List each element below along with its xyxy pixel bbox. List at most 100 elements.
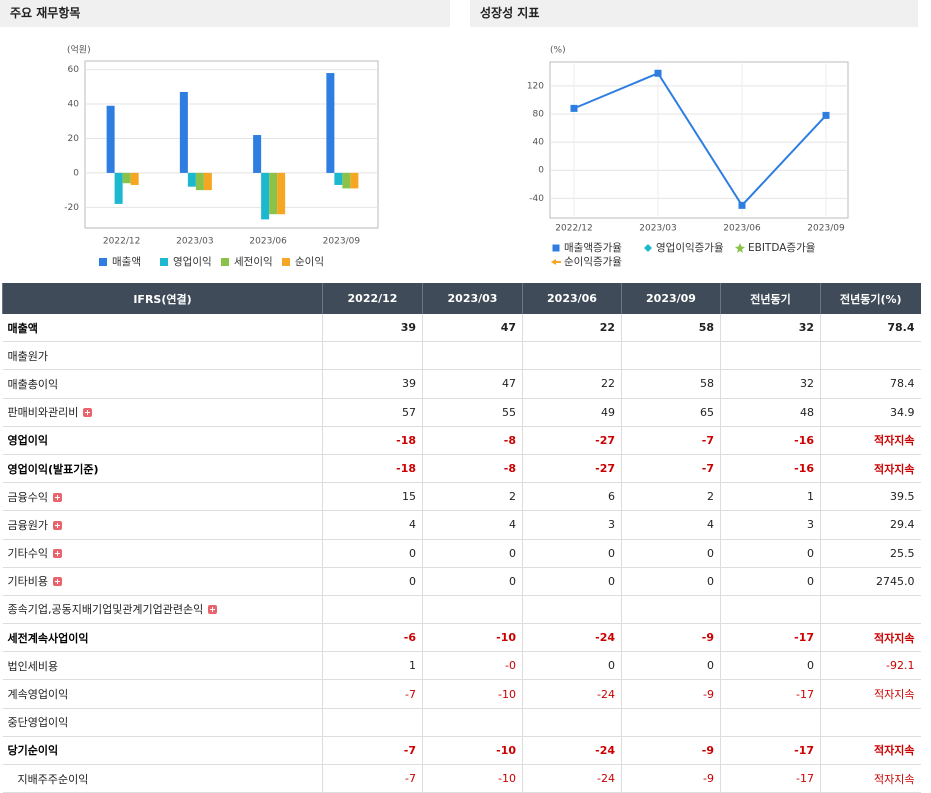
cell-value: 34.9 <box>890 405 915 419</box>
value-cell <box>720 341 821 371</box>
panel-title: 주요 재무항목 <box>0 0 450 27</box>
value-cell <box>720 595 821 625</box>
value-cell: -27 <box>522 426 622 455</box>
legend-marker <box>552 244 560 252</box>
value-cell <box>422 341 523 371</box>
bar <box>195 172 204 191</box>
table-row: 매출총이익 39 47 22 58 32 78.4 <box>2 369 921 399</box>
table-row: 세전계속사업이익 -6 -10 -24 -9 -17 적자지속 <box>2 623 921 653</box>
value-cell: -18 <box>322 426 423 455</box>
value-cell: 58 <box>621 369 721 399</box>
value-cell: 0 <box>621 539 721 568</box>
value-cell: 4 <box>422 510 523 540</box>
expand-icon[interactable] <box>52 520 62 530</box>
value-cell: 55 <box>422 398 523 427</box>
row-label-cell: 기타비용 <box>2 567 323 596</box>
value-cell <box>422 708 523 737</box>
value-cell: 15 <box>322 482 423 512</box>
value-cell <box>621 595 721 625</box>
legend-label: 순이익증가율 <box>564 256 622 268</box>
expand-icon[interactable] <box>52 492 62 502</box>
x-tick-label: 2023/06 <box>249 237 287 247</box>
value-cell: 적자지속 <box>820 454 921 484</box>
value-cell: 2 <box>621 482 721 512</box>
value-cell: -8 <box>422 426 523 455</box>
row-label: 매출원가 <box>7 349 48 363</box>
cell-value: -24 <box>597 772 615 786</box>
value-cell: 적자지속 <box>820 764 921 793</box>
row-label: 기타수익 <box>7 547 48 561</box>
bar <box>261 172 270 220</box>
cell-value: -24 <box>597 687 615 701</box>
header-cell: 2023/09 <box>621 283 721 314</box>
value-cell: 57 <box>322 398 423 427</box>
cell-value: 78.4 <box>887 321 915 335</box>
value-cell: 0 <box>621 651 721 681</box>
value-cell <box>820 341 921 371</box>
table-row: 금융수익 15 2 6 2 1 39.5 <box>2 482 921 512</box>
cell-value: 25.5 <box>890 546 915 560</box>
cell-value: 22 <box>601 377 615 391</box>
bar <box>187 172 196 187</box>
bar <box>253 135 262 173</box>
row-label: 당기순이익 <box>7 744 59 758</box>
value-cell: 48 <box>720 398 821 427</box>
header-cell: 전년동기(%) <box>820 283 921 314</box>
cell-value: 0 <box>509 574 516 588</box>
bar <box>179 91 188 173</box>
cell-value: 6 <box>608 490 615 504</box>
cell-value: 2745.0 <box>876 574 915 588</box>
cell-value: -92.1 <box>886 659 915 673</box>
bar <box>334 172 343 185</box>
cell-value: 0 <box>608 546 615 560</box>
cell-value: 29.4 <box>890 518 915 532</box>
value-cell: 적자지속 <box>820 623 921 653</box>
cell-value: 적자지속 <box>874 462 915 476</box>
expand-icon[interactable] <box>208 605 218 615</box>
x-tick-label: 2023/03 <box>176 237 213 247</box>
value-cell: -0 <box>422 651 523 681</box>
value-cell: -24 <box>522 679 622 709</box>
value-cell <box>621 341 721 371</box>
cell-value: 22 <box>599 321 615 335</box>
legend-label: 세전이익 <box>234 256 273 268</box>
value-cell: -18 <box>322 454 423 484</box>
table-row: 종속기업,공동지배기업및관계기업관련손익 <box>2 595 921 625</box>
header-cell: 2023/06 <box>522 283 622 314</box>
cell-value: 3 <box>608 518 615 532</box>
cell-value: 58 <box>700 377 714 391</box>
row-label: 영업이익 <box>7 434 48 448</box>
cell-value: -24 <box>595 743 615 757</box>
financial-table: IFRS(연결) 2022/12 2023/03 2023/06 2023/09 전년동기… <box>2 283 921 793</box>
y-tick-label: 120 <box>527 81 544 91</box>
table-row: 기타수익 0 0 0 0 0 25.5 <box>2 539 921 568</box>
x-tick-label: 2022/12 <box>103 237 140 247</box>
expand-icon[interactable] <box>83 408 93 418</box>
row-label: 중단영업이익 <box>7 716 69 730</box>
value-cell <box>322 341 423 371</box>
expand-icon[interactable] <box>52 577 62 587</box>
cell-value: 47 <box>502 377 516 391</box>
legend-label: 매출액 <box>112 256 141 268</box>
cell-value: 0 <box>409 546 416 560</box>
value-cell: -9 <box>621 679 721 709</box>
row-label: 세전계속사업이익 <box>7 631 89 645</box>
point <box>738 201 746 209</box>
panel-title: 성장성 지표 <box>470 0 918 27</box>
cell-value: 58 <box>698 321 714 335</box>
legend-swatch <box>282 258 290 266</box>
expand-icon[interactable] <box>52 549 62 559</box>
cell-value: 4 <box>509 518 516 532</box>
cell-value: -17 <box>794 631 814 645</box>
cell-value: 55 <box>502 405 516 419</box>
value-cell: 4 <box>322 510 423 540</box>
row-label: 기타비용 <box>7 575 48 589</box>
value-cell: 58 <box>621 314 721 343</box>
value-cell <box>522 595 622 625</box>
legend-marker <box>551 259 561 265</box>
value-cell: 0 <box>522 539 622 568</box>
value-cell: -6 <box>322 623 423 653</box>
value-cell <box>621 708 721 737</box>
row-label: 계속영업이익 <box>7 688 69 702</box>
